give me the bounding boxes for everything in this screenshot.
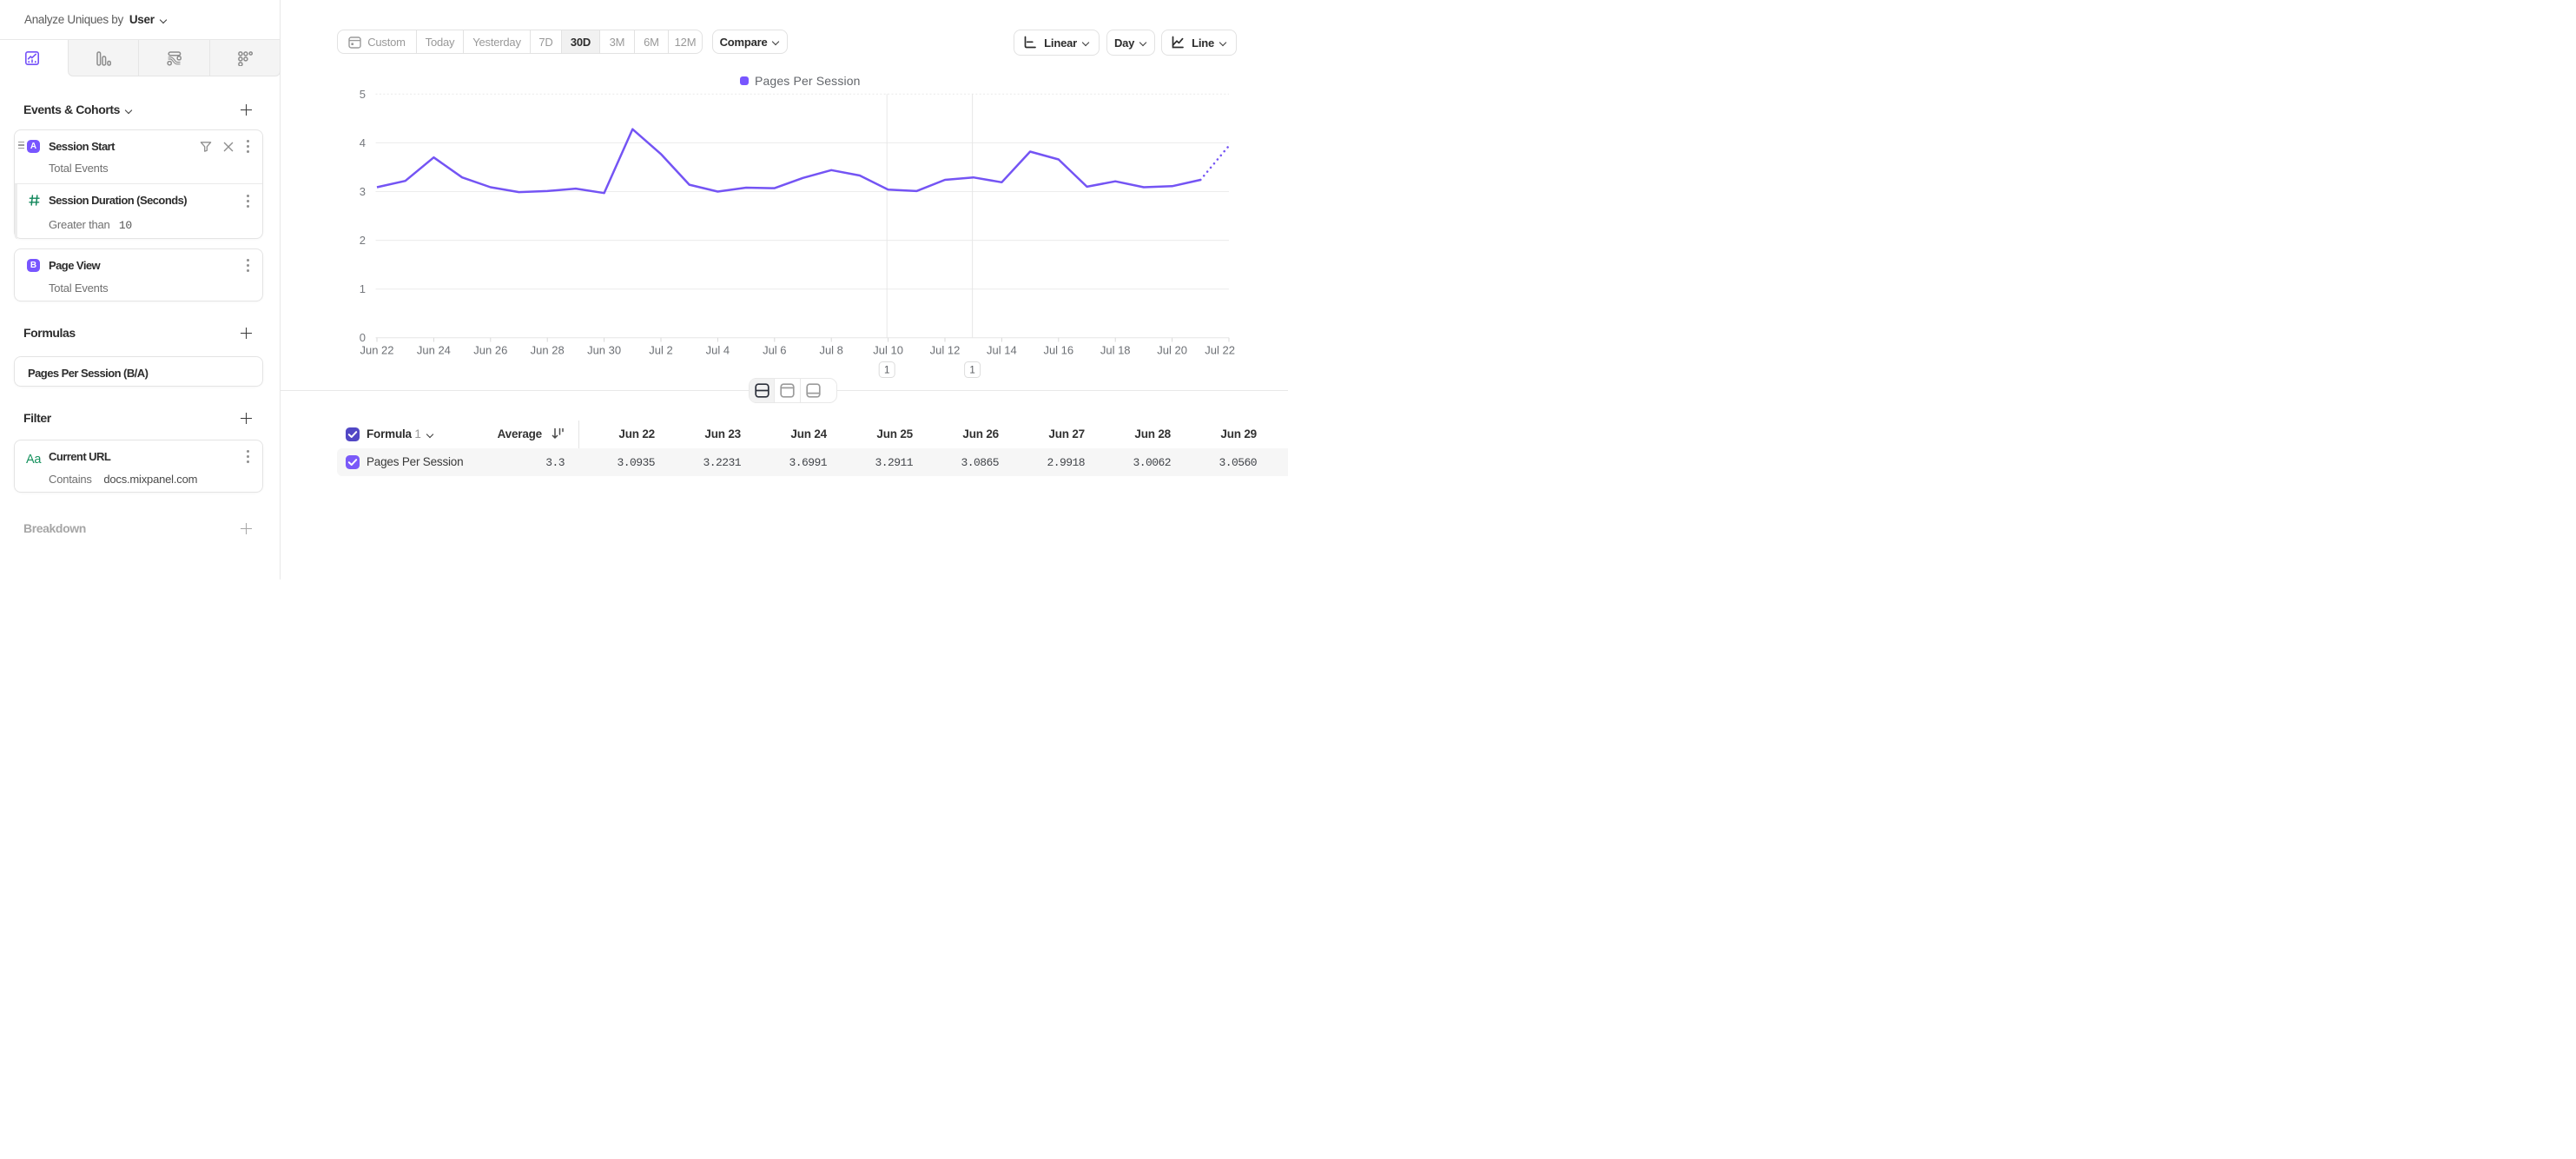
svg-text:Jul 14: Jul 14 bbox=[987, 344, 1017, 357]
svg-text:2: 2 bbox=[360, 234, 366, 247]
svg-text:0: 0 bbox=[360, 331, 366, 344]
svg-text:Jul 8: Jul 8 bbox=[819, 344, 842, 357]
svg-text:Jul 20: Jul 20 bbox=[1157, 344, 1187, 357]
svg-text:Jul 6: Jul 6 bbox=[763, 344, 786, 357]
svg-text:Jul 4: Jul 4 bbox=[706, 344, 730, 357]
svg-text:Jun 26: Jun 26 bbox=[473, 344, 507, 357]
svg-text:Jun 30: Jun 30 bbox=[587, 344, 621, 357]
svg-text:1: 1 bbox=[884, 366, 889, 376]
svg-text:Jul 22: Jul 22 bbox=[1205, 344, 1235, 357]
svg-text:3: 3 bbox=[360, 185, 366, 198]
svg-text:1: 1 bbox=[969, 366, 974, 376]
svg-text:Jul 10: Jul 10 bbox=[873, 344, 903, 357]
svg-text:Jul 18: Jul 18 bbox=[1100, 344, 1131, 357]
svg-text:1: 1 bbox=[360, 282, 366, 295]
svg-text:Jun 24: Jun 24 bbox=[417, 344, 451, 357]
svg-text:5: 5 bbox=[360, 88, 366, 101]
svg-text:Jul 12: Jul 12 bbox=[930, 344, 961, 357]
svg-text:Jul 2: Jul 2 bbox=[649, 344, 672, 357]
svg-text:Jun 28: Jun 28 bbox=[531, 344, 565, 357]
svg-text:Jun 22: Jun 22 bbox=[360, 344, 393, 357]
svg-text:Jul 16: Jul 16 bbox=[1043, 344, 1073, 357]
svg-text:4: 4 bbox=[360, 136, 366, 149]
